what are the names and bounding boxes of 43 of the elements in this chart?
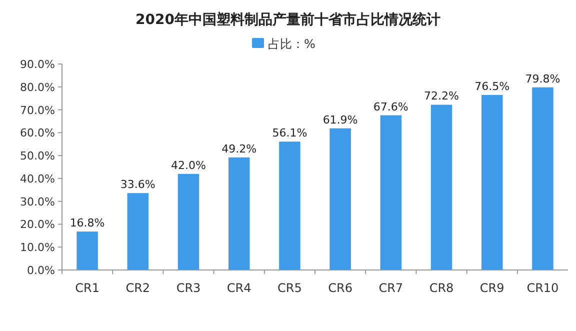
bar xyxy=(127,193,149,270)
data-label: 72.2% xyxy=(424,90,459,103)
bar xyxy=(279,142,300,270)
data-label: 42.0% xyxy=(171,158,206,172)
x-tick-label: CR5 xyxy=(278,281,302,295)
y-tick-label: 0.0% xyxy=(27,264,55,277)
y-tick-label: 80.0% xyxy=(20,80,55,94)
chart-title: 2020年中国塑料制品产量前十省市占比情况统计 xyxy=(136,11,440,28)
legend: 占比：% xyxy=(252,37,316,51)
y-tick-label: 40.0% xyxy=(20,172,55,186)
bar xyxy=(430,104,452,270)
data-label: 16.8% xyxy=(70,216,105,230)
x-tick-label: CR3 xyxy=(176,281,201,295)
data-label: 76.5% xyxy=(474,80,510,93)
bar xyxy=(76,232,98,270)
legend-label: 占比：% xyxy=(268,37,316,51)
y-tick-label: 30.0% xyxy=(20,195,55,208)
bar xyxy=(178,174,200,270)
data-label: 61.9% xyxy=(322,113,358,126)
y-tick-label: 70.0% xyxy=(20,104,55,117)
bar xyxy=(481,94,503,270)
data-label: 79.8% xyxy=(525,72,560,86)
y-tick-label: 10.0% xyxy=(20,241,55,254)
data-label: 56.1% xyxy=(272,126,308,140)
data-label: 33.6% xyxy=(120,178,156,192)
data-label: 67.6% xyxy=(373,100,408,114)
bar xyxy=(532,87,554,270)
x-tick-label: CR6 xyxy=(328,281,352,295)
x-tick-label: CR9 xyxy=(480,281,504,295)
x-tick-label: CR1 xyxy=(75,281,100,295)
y-tick-label: 50.0% xyxy=(20,150,55,163)
bar xyxy=(330,128,351,270)
x-tick-label: CR2 xyxy=(126,281,150,295)
y-tick-label: 90.0% xyxy=(20,58,55,71)
x-tick-label: CR8 xyxy=(429,281,454,295)
data-label: 49.2% xyxy=(222,142,257,156)
x-tick-label: CR4 xyxy=(226,281,252,295)
x-tick-label: CR10 xyxy=(526,281,559,295)
y-tick-label: 20.0% xyxy=(20,218,55,232)
bar xyxy=(380,115,402,270)
bar xyxy=(228,157,250,270)
x-tick-label: CR7 xyxy=(378,281,404,295)
y-tick-label: 60.0% xyxy=(20,126,55,140)
